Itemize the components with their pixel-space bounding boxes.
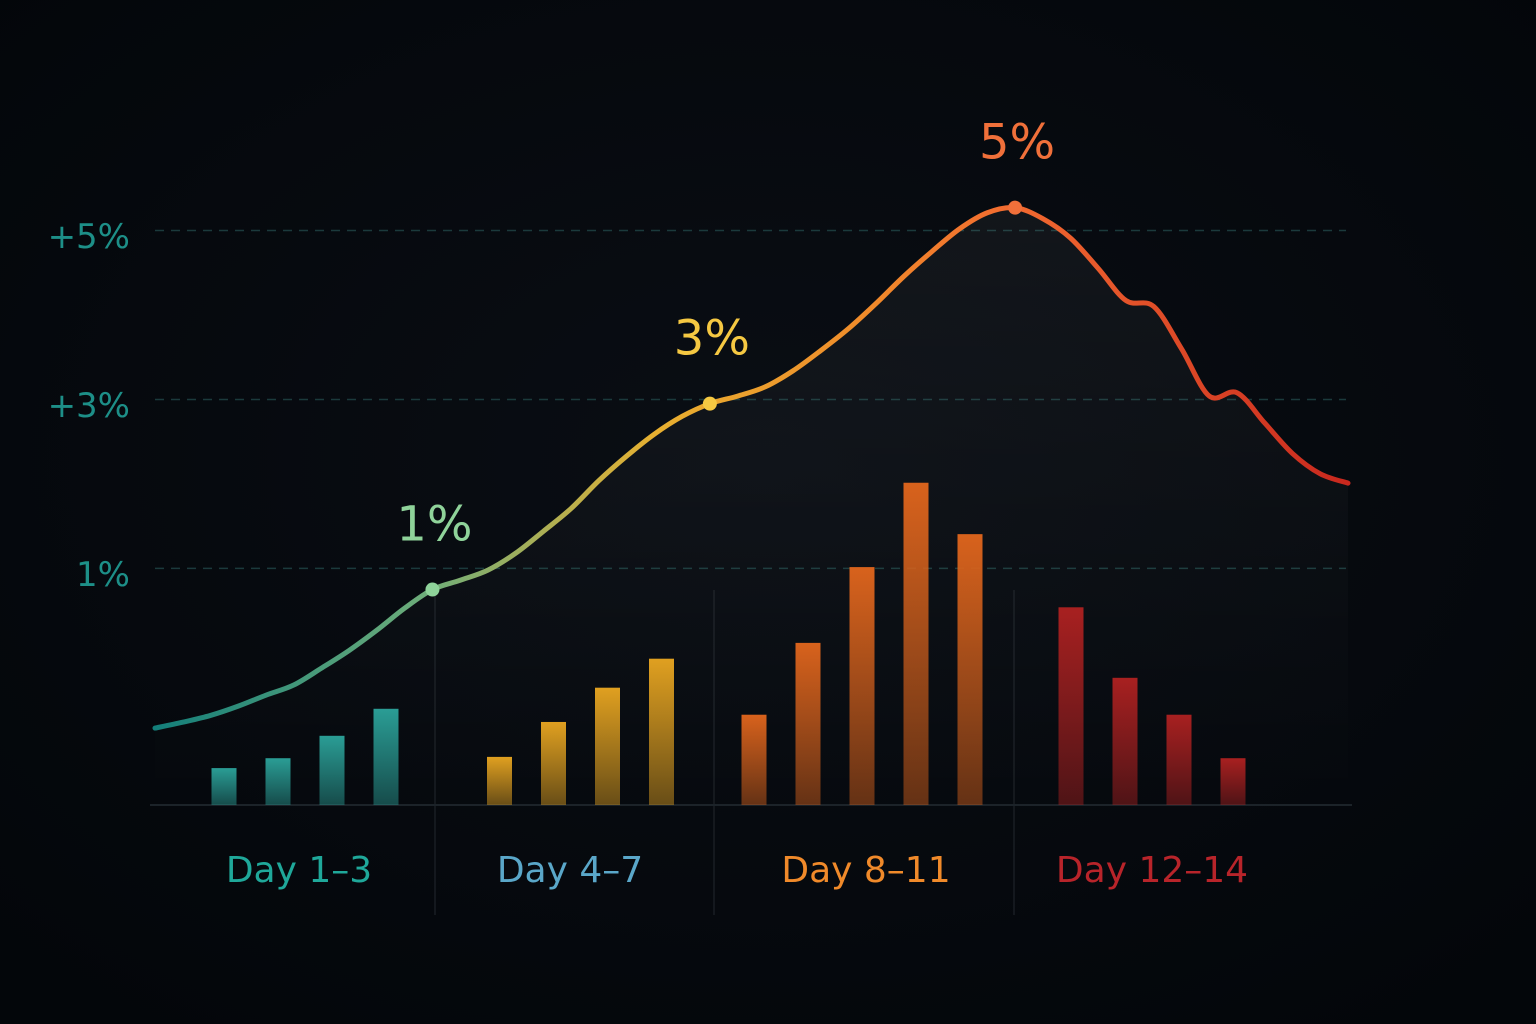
line xyxy=(152,204,1351,731)
bar xyxy=(541,721,566,805)
y-tick-label: +5% xyxy=(48,217,130,257)
point-marker xyxy=(1008,200,1023,215)
bar xyxy=(903,482,929,805)
bar xyxy=(595,687,620,805)
group-label: Day 1–3 xyxy=(226,850,372,891)
bar xyxy=(649,658,674,805)
group-label: Day 8–11 xyxy=(781,850,950,891)
bar xyxy=(1112,677,1138,805)
bar xyxy=(1166,714,1192,805)
bar xyxy=(487,756,512,805)
point-marker xyxy=(425,582,440,597)
bar xyxy=(795,642,821,805)
point-marker xyxy=(702,396,717,411)
value-label: 1% xyxy=(396,497,472,553)
bar xyxy=(957,534,983,805)
bar xyxy=(265,758,291,805)
group-label: Day 12–14 xyxy=(1056,850,1248,891)
bar xyxy=(741,714,767,805)
line-area xyxy=(155,207,1348,805)
bar xyxy=(373,708,399,805)
bar xyxy=(1058,607,1084,805)
group-label: Day 4–7 xyxy=(497,850,643,891)
bar xyxy=(319,735,345,805)
bar xyxy=(211,768,237,805)
bar xyxy=(849,567,875,805)
bar xyxy=(1220,758,1246,805)
value-label: 5% xyxy=(979,115,1055,171)
y-tick-label: +3% xyxy=(48,386,130,426)
value-label: 3% xyxy=(674,311,750,367)
y-tick-label: 1% xyxy=(76,555,130,595)
